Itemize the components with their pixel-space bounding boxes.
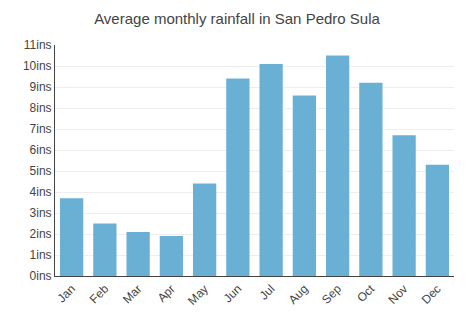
svg-text:Jun: Jun	[221, 282, 245, 306]
svg-text:Dec: Dec	[419, 282, 444, 307]
svg-text:Apr: Apr	[155, 282, 178, 305]
svg-text:Nov: Nov	[386, 282, 411, 307]
svg-text:11ins: 11ins	[24, 38, 52, 52]
svg-text:9ins: 9ins	[30, 80, 52, 94]
svg-text:4ins: 4ins	[30, 185, 52, 199]
svg-text:Sep: Sep	[319, 282, 344, 307]
svg-text:Feb: Feb	[87, 282, 112, 307]
svg-text:0ins: 0ins	[30, 269, 52, 283]
svg-text:May: May	[185, 282, 211, 308]
svg-text:8ins: 8ins	[30, 101, 52, 115]
svg-text:Average monthly rainfall in Sa: Average monthly rainfall in San Pedro Su…	[94, 10, 380, 27]
svg-text:2ins: 2ins	[30, 227, 52, 241]
svg-text:Mar: Mar	[120, 282, 145, 307]
svg-text:Jan: Jan	[54, 282, 78, 306]
svg-text:6ins: 6ins	[30, 143, 52, 157]
svg-text:Oct: Oct	[354, 281, 378, 305]
svg-text:Jul: Jul	[257, 282, 278, 303]
svg-text:Aug: Aug	[286, 282, 311, 307]
svg-text:1ins: 1ins	[30, 248, 52, 262]
svg-text:5ins: 5ins	[30, 164, 52, 178]
svg-text:7ins: 7ins	[30, 122, 52, 136]
svg-text:3ins: 3ins	[30, 206, 52, 220]
svg-text:10ins: 10ins	[23, 59, 52, 73]
